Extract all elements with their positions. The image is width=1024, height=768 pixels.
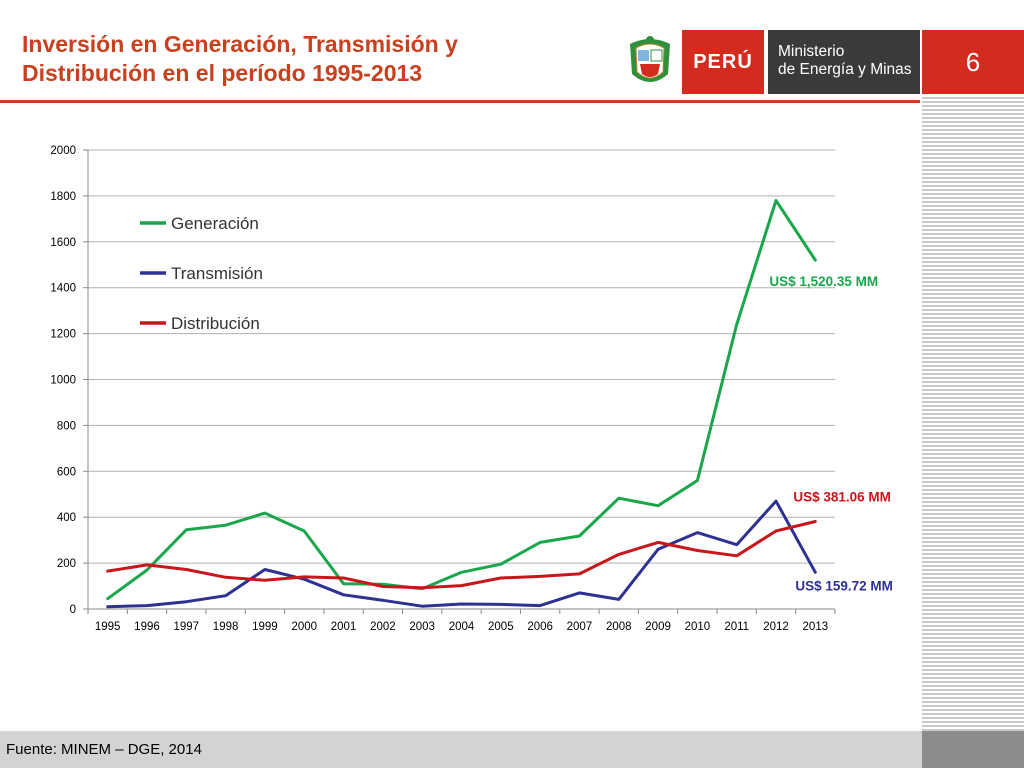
decorative-stripes [922,97,1024,731]
x-tick-label: 1998 [213,621,239,633]
chart-legend: Generación Transmisión Distribución [140,214,263,333]
x-tick-label: 2002 [370,621,396,633]
data-annotation: US$ 1,520.35 MM [769,274,878,289]
x-tick-label: 2001 [331,621,357,633]
legend-label-distribucion: Distribución [171,314,260,333]
x-tick-label: 1999 [252,621,278,633]
country-label: PERÚ [682,30,764,94]
x-tick-label: 2010 [685,621,711,633]
slide-title: Inversión en Generación, Transmisión y D… [22,30,582,88]
peru-coat-of-arms-icon [630,36,670,82]
chart-gridlines [83,149,836,614]
title-divider [0,100,920,103]
x-tick-label: 1996 [134,621,160,633]
ministry-line1: Ministerio [778,43,845,60]
y-tick-label: 1800 [50,191,76,203]
series-line-distribucion [106,520,817,590]
y-tick-label: 1000 [50,375,76,387]
x-tick-label: 2004 [449,621,475,633]
y-axis-tick-labels: 0 200 400 600 800 1000 1200 1400 1600 1800 2000 [50,145,76,616]
data-annotation: US$ 381.06 MM [793,490,891,505]
y-tick-label: 0 [70,604,76,616]
ministry-line2: de Energía y Minas [778,61,912,78]
x-tick-label: 2008 [606,621,632,633]
x-tick-label: 1995 [95,621,121,633]
x-tick-label: 2007 [567,621,593,633]
data-annotation: US$ 159.72 MM [795,578,893,593]
y-tick-label: 1400 [50,283,76,295]
footer-corner [922,731,1024,768]
y-tick-label: 2000 [50,145,76,157]
footer-bar [0,731,922,768]
series-line-generacion [106,199,817,601]
x-tick-label: 2006 [527,621,553,633]
y-tick-label: 400 [57,512,76,524]
ministry-name: Ministerio de Energía y Minas [768,30,920,94]
legend-label-transmision: Transmisión [171,264,263,283]
y-tick-label: 200 [57,558,76,570]
y-tick-label: 1200 [50,329,76,341]
x-tick-label: 2011 [724,621,749,633]
chart-series-lines [106,199,817,609]
x-tick-label: 2003 [409,621,435,633]
x-tick-label: 1997 [173,621,199,633]
legend-label-generacion: Generación [171,214,259,233]
y-tick-label: 800 [57,420,76,432]
x-tick-label: 2009 [645,621,671,633]
chart-annotations: US$ 1,520.35 MM US$ 381.06 MM US$ 159.72 M… [769,274,893,593]
y-tick-label: 1600 [50,237,76,249]
slide-number: 6 [922,30,1024,94]
slide-title-line2: Distribución en el período 1995-2013 [22,60,423,86]
x-tick-label: 2000 [291,621,317,633]
x-tick-label: 2005 [488,621,514,633]
ministry-logo: PERÚ Ministerio de Energía y Minas [620,30,920,94]
x-axis-tick-labels: 1995 1996 1997 1998 1999 2000 2001 2002 2003 2004… [95,621,828,633]
source-note: Fuente: MINEM – DGE, 2014 [6,741,202,758]
x-tick-label: 2012 [763,621,789,633]
x-tick-label: 2013 [803,621,829,633]
slide-title-line1: Inversión en Generación, Transmisión y [22,31,458,57]
y-tick-label: 600 [57,466,76,478]
investment-line-chart: 0 200 400 600 800 1000 1200 1400 1600 1800 2000 19… [50,145,893,633]
series-line-transmision [106,499,817,609]
